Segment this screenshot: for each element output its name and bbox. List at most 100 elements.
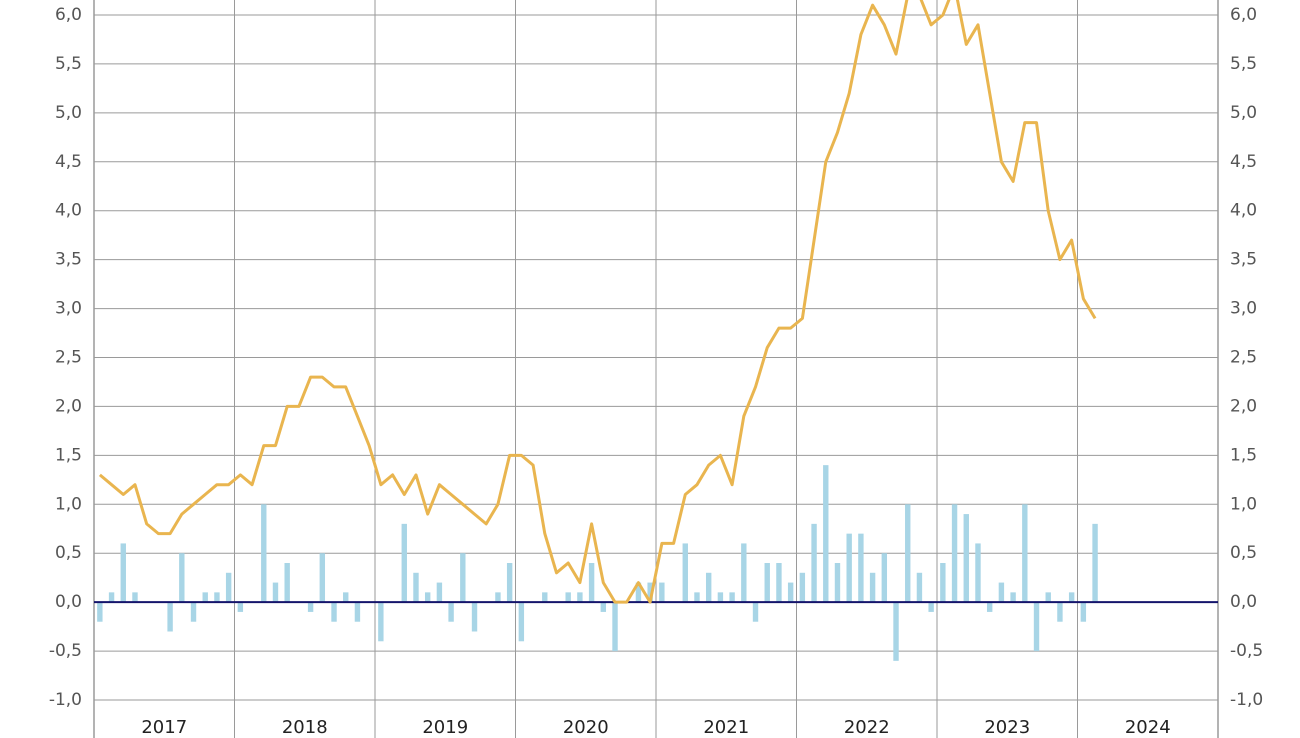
bar <box>190 602 197 622</box>
bar <box>261 504 267 603</box>
x-tick-label: 2021 <box>703 717 749 738</box>
x-tick-label: 2023 <box>984 717 1030 738</box>
bar <box>975 543 981 603</box>
bar <box>1092 523 1098 603</box>
bar <box>401 523 407 603</box>
y2-tick-label: 1,5 <box>1230 445 1257 465</box>
bar <box>951 504 958 603</box>
bar <box>565 592 571 603</box>
bar <box>647 582 653 603</box>
bar <box>928 602 934 612</box>
y-tick-label: -0,5 <box>49 641 82 661</box>
bar <box>694 592 700 603</box>
y2-tick-label: 0,5 <box>1230 543 1257 563</box>
bar <box>460 553 466 603</box>
bar <box>705 572 712 603</box>
bar <box>225 572 232 603</box>
bar <box>612 602 618 652</box>
bar <box>378 602 384 642</box>
y2-tick-label: -0,5 <box>1230 641 1263 661</box>
bar <box>986 602 993 612</box>
bar <box>1068 592 1075 603</box>
bar <box>741 543 747 603</box>
bar <box>272 582 279 603</box>
bar <box>307 602 314 612</box>
bar <box>1057 602 1063 622</box>
bar <box>343 592 349 603</box>
bar <box>1080 602 1087 622</box>
bar <box>448 602 454 622</box>
bar <box>729 592 735 603</box>
x-tick-label: 2022 <box>844 717 890 738</box>
bar <box>413 572 419 603</box>
bar <box>998 582 1005 603</box>
y2-tick-label: 0,0 <box>1230 592 1257 612</box>
bar <box>963 514 969 603</box>
line <box>98 0 1097 604</box>
bar <box>682 543 688 603</box>
y2-tick-label: -1,0 <box>1230 690 1263 710</box>
y-tick-label: 3,5 <box>55 250 82 270</box>
y-tick-label: 6,0 <box>55 5 82 25</box>
y2-tick-label: 4,5 <box>1230 152 1257 172</box>
bar <box>823 465 829 603</box>
bar <box>214 592 220 603</box>
bar <box>167 602 173 632</box>
bar <box>319 553 326 603</box>
bar <box>588 563 595 603</box>
bar <box>97 602 103 622</box>
y2-tick-label: 5,0 <box>1230 103 1257 123</box>
bar <box>108 592 115 603</box>
y2-tick-label: 3,5 <box>1230 250 1257 270</box>
bar <box>202 592 208 603</box>
bar <box>331 602 337 622</box>
bar <box>577 592 583 603</box>
bar <box>506 563 513 603</box>
y-tick-label: 2,5 <box>55 348 82 368</box>
bar <box>424 592 431 603</box>
bar <box>518 602 525 642</box>
bar <box>893 602 899 661</box>
y-tick-label: 2,0 <box>55 396 82 416</box>
bar <box>284 563 290 603</box>
bar <box>436 582 443 603</box>
bar <box>799 572 806 603</box>
bar <box>179 553 185 603</box>
bar <box>940 563 946 603</box>
bar <box>752 602 759 622</box>
bar <box>787 582 794 603</box>
bar <box>600 602 607 612</box>
y-tick-label: 1,5 <box>55 445 82 465</box>
y2-tick-label: 6,0 <box>1230 5 1257 25</box>
x-tick-label: 2017 <box>141 717 187 738</box>
bar <box>659 582 665 603</box>
bar <box>776 563 782 603</box>
bar <box>471 602 478 632</box>
bar <box>916 572 923 603</box>
y-tick-label: 5,5 <box>55 54 82 74</box>
y-tick-label: 0,0 <box>55 592 82 612</box>
bar <box>1033 602 1040 652</box>
x-tick-label: 2018 <box>282 717 328 738</box>
bar <box>717 592 724 603</box>
bar <box>237 602 244 612</box>
y-tick-label: 5,0 <box>55 103 82 123</box>
bar <box>542 592 548 603</box>
y-tick-label: 3,0 <box>55 299 82 319</box>
y2-tick-label: 4,0 <box>1230 201 1257 221</box>
bar <box>881 553 888 603</box>
bar <box>635 582 642 603</box>
bar <box>834 563 841 603</box>
bar <box>846 533 852 603</box>
x-tick-label: 2024 <box>1125 717 1171 738</box>
bar <box>1045 592 1051 603</box>
y2-tick-label: 5,5 <box>1230 54 1257 74</box>
y-tick-label: 1,0 <box>55 494 82 514</box>
bar <box>764 563 770 603</box>
y-tick-label: 0,5 <box>55 543 82 563</box>
bar <box>354 602 361 622</box>
bar <box>495 592 501 603</box>
bar <box>858 533 864 603</box>
y2-tick-label: 2,0 <box>1230 396 1257 416</box>
